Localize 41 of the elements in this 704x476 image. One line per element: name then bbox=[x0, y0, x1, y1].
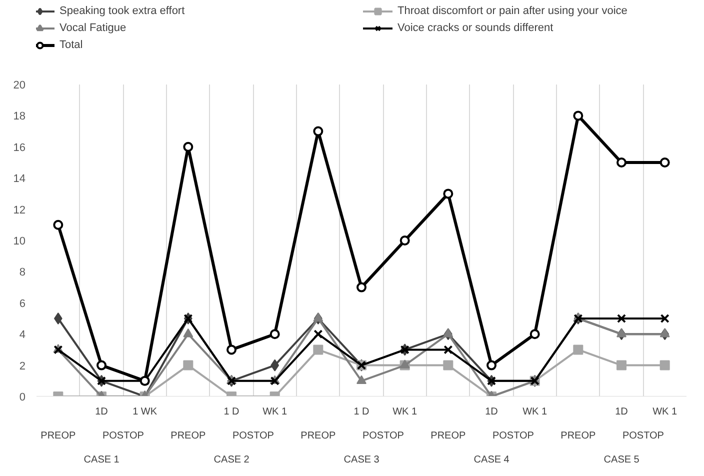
text: CASE 1 bbox=[84, 454, 120, 466]
text: POSTOP bbox=[492, 430, 534, 442]
y-tick-label: 6 bbox=[19, 298, 26, 310]
y-tick-label: 10 bbox=[13, 236, 26, 248]
x-tick-label: 1 D bbox=[354, 406, 370, 418]
x-tick-label: 1D bbox=[95, 406, 108, 418]
text: CASE 4 bbox=[474, 454, 510, 466]
y-tick-label: 20 bbox=[13, 80, 26, 92]
text: POSTOP bbox=[232, 430, 274, 442]
text: CASE 3 bbox=[344, 454, 380, 466]
text: CASE 5 bbox=[604, 454, 640, 466]
y-tick-label: 4 bbox=[19, 329, 26, 342]
text: PREOP bbox=[40, 430, 76, 442]
text: POSTOP bbox=[622, 430, 664, 442]
x-tick-label: WK 1 bbox=[522, 406, 548, 418]
x-tick-label: 1D bbox=[615, 406, 628, 418]
legend-label: Total bbox=[60, 38, 84, 52]
text: CASE 2 bbox=[214, 454, 250, 466]
text: PREOP bbox=[560, 430, 596, 442]
y-tick-label: 2 bbox=[19, 360, 26, 372]
y-tick-label: 0 bbox=[19, 392, 26, 404]
text: POSTOP bbox=[102, 430, 144, 442]
x-tick-label: 1 WK bbox=[132, 406, 158, 418]
legend-label: Speaking took extra effort bbox=[60, 4, 186, 18]
y-tick-label: 14 bbox=[13, 173, 26, 186]
x-tick-label: WK 1 bbox=[652, 406, 678, 418]
text: PREOP bbox=[300, 430, 336, 442]
legend-label: Voice cracks or sounds different bbox=[398, 21, 554, 35]
y-tick-label: 8 bbox=[19, 266, 26, 279]
y-tick-label: 16 bbox=[13, 142, 26, 154]
y-tick-label: 12 bbox=[13, 204, 26, 216]
legend-label: Vocal Fatigue bbox=[60, 21, 128, 35]
x-tick-label: WK 1 bbox=[392, 406, 418, 418]
x-tick-label: 1 D bbox=[224, 406, 240, 418]
text: POSTOP bbox=[362, 430, 404, 442]
legend-label: Throat discomfort or pain after using your voice bbox=[398, 4, 628, 18]
text: PREOP bbox=[170, 430, 206, 442]
x-tick-label: 1D bbox=[485, 406, 498, 418]
y-tick-label: 18 bbox=[13, 110, 26, 123]
x-tick-label: WK 1 bbox=[262, 406, 288, 418]
text: PREOP bbox=[430, 430, 466, 442]
